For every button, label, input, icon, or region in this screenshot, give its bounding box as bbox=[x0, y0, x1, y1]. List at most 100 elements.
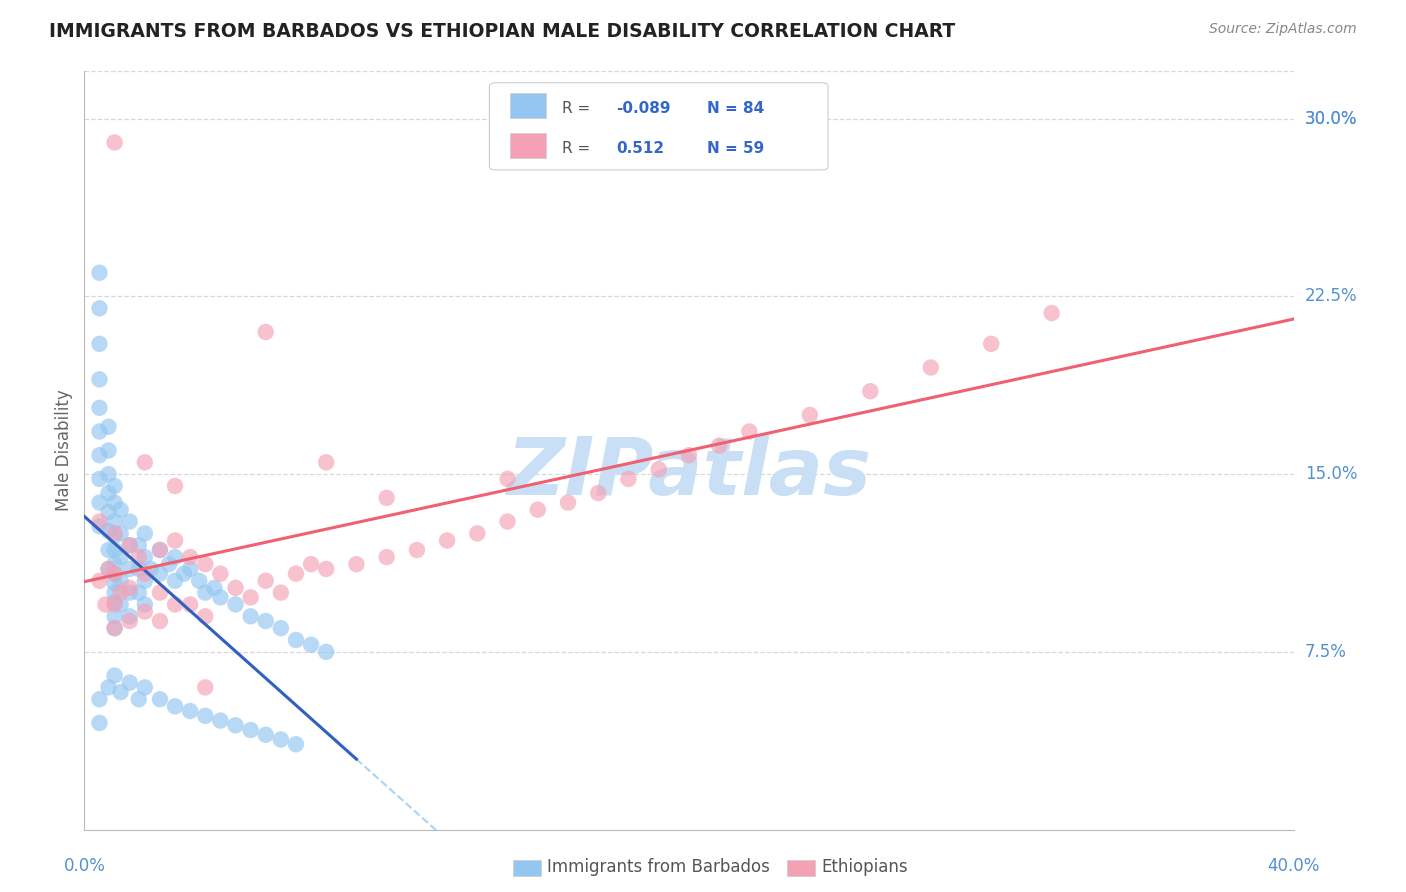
Text: Immigrants from Barbados: Immigrants from Barbados bbox=[547, 858, 770, 876]
Text: 30.0%: 30.0% bbox=[1305, 110, 1357, 128]
Point bbox=[179, 704, 201, 718]
Point bbox=[738, 425, 761, 439]
Point bbox=[134, 455, 156, 469]
Point bbox=[678, 448, 700, 462]
FancyBboxPatch shape bbox=[489, 83, 828, 170]
Point bbox=[254, 325, 277, 339]
Point bbox=[128, 585, 150, 599]
Point bbox=[104, 479, 127, 493]
Point bbox=[375, 550, 398, 565]
Point bbox=[128, 550, 150, 565]
Point bbox=[225, 598, 247, 612]
Point bbox=[436, 533, 458, 548]
Point bbox=[209, 714, 232, 728]
Point bbox=[89, 336, 111, 351]
Point bbox=[97, 443, 120, 458]
Point bbox=[139, 562, 162, 576]
Point bbox=[134, 574, 156, 588]
Point bbox=[89, 472, 111, 486]
Point bbox=[188, 574, 211, 588]
Point bbox=[149, 566, 172, 581]
Point bbox=[980, 336, 1002, 351]
Point bbox=[202, 581, 225, 595]
Point bbox=[118, 581, 141, 595]
Point bbox=[165, 533, 187, 548]
Point bbox=[118, 609, 141, 624]
Point bbox=[118, 538, 141, 552]
Point bbox=[89, 519, 111, 533]
Point bbox=[89, 715, 111, 730]
Point bbox=[118, 614, 141, 628]
Text: IMMIGRANTS FROM BARBADOS VS ETHIOPIAN MALE DISABILITY CORRELATION CHART: IMMIGRANTS FROM BARBADOS VS ETHIOPIAN MA… bbox=[49, 22, 956, 41]
Point bbox=[315, 455, 337, 469]
Point bbox=[89, 495, 111, 509]
Point bbox=[97, 467, 120, 482]
Point bbox=[299, 638, 322, 652]
Point bbox=[110, 574, 132, 588]
Point bbox=[104, 585, 127, 599]
FancyBboxPatch shape bbox=[510, 93, 547, 118]
Point bbox=[194, 708, 217, 723]
Point bbox=[110, 526, 132, 541]
Point bbox=[134, 526, 156, 541]
Point bbox=[648, 462, 671, 476]
Point bbox=[165, 550, 187, 565]
Point bbox=[110, 598, 132, 612]
Point bbox=[1040, 306, 1063, 320]
Point bbox=[285, 633, 308, 648]
Text: 0.512: 0.512 bbox=[616, 141, 665, 156]
Point bbox=[118, 538, 141, 552]
Point bbox=[254, 574, 277, 588]
Y-axis label: Male Disability: Male Disability bbox=[55, 390, 73, 511]
Point bbox=[194, 609, 217, 624]
Point bbox=[194, 585, 217, 599]
Point bbox=[118, 562, 141, 576]
Point bbox=[149, 585, 172, 599]
Point bbox=[97, 505, 120, 519]
Point bbox=[315, 645, 337, 659]
Point bbox=[89, 425, 111, 439]
Point bbox=[104, 566, 127, 581]
Point bbox=[128, 538, 150, 552]
Point bbox=[97, 524, 120, 538]
Point bbox=[89, 372, 111, 386]
Point bbox=[254, 614, 277, 628]
Point bbox=[97, 562, 120, 576]
Text: 7.5%: 7.5% bbox=[1305, 643, 1347, 661]
Text: R =: R = bbox=[562, 141, 595, 156]
Point bbox=[110, 685, 132, 699]
Point bbox=[225, 581, 247, 595]
Point bbox=[134, 681, 156, 695]
Point bbox=[89, 266, 111, 280]
Point bbox=[799, 408, 821, 422]
Point bbox=[225, 718, 247, 732]
Point bbox=[859, 384, 882, 399]
FancyBboxPatch shape bbox=[510, 133, 547, 158]
Point bbox=[299, 557, 322, 572]
Point bbox=[134, 550, 156, 565]
Point bbox=[97, 419, 120, 434]
Point bbox=[104, 595, 127, 609]
Point bbox=[149, 614, 172, 628]
Point bbox=[110, 502, 132, 516]
Point bbox=[165, 699, 187, 714]
Point bbox=[173, 566, 195, 581]
Point bbox=[239, 723, 262, 737]
Point bbox=[110, 550, 132, 565]
Text: N = 84: N = 84 bbox=[707, 102, 765, 116]
Text: Source: ZipAtlas.com: Source: ZipAtlas.com bbox=[1209, 22, 1357, 37]
Point bbox=[128, 562, 150, 576]
Point bbox=[89, 301, 111, 316]
Point bbox=[209, 566, 232, 581]
Point bbox=[128, 692, 150, 706]
Point bbox=[165, 479, 187, 493]
Text: 22.5%: 22.5% bbox=[1305, 287, 1357, 305]
Point bbox=[406, 543, 429, 558]
Text: N = 59: N = 59 bbox=[707, 141, 765, 156]
Text: R =: R = bbox=[562, 102, 595, 116]
Point bbox=[89, 692, 111, 706]
Point bbox=[149, 543, 172, 558]
Point bbox=[165, 574, 187, 588]
Point bbox=[104, 609, 127, 624]
Point bbox=[157, 557, 180, 572]
